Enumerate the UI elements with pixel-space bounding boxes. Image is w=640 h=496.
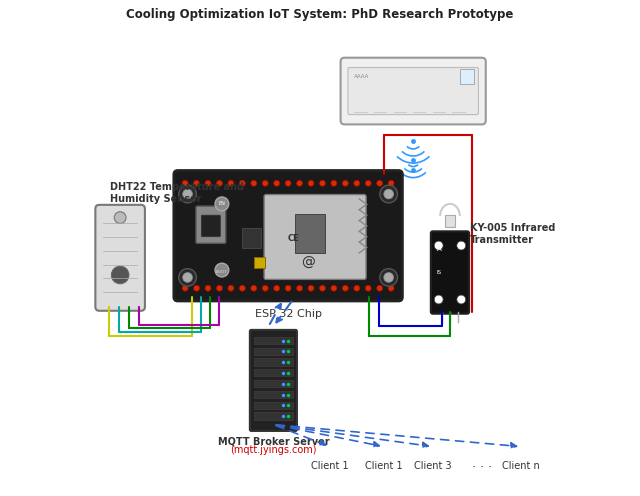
Circle shape — [296, 285, 303, 291]
Text: MQTT Broker Server: MQTT Broker Server — [218, 437, 329, 447]
Text: EN: EN — [218, 201, 225, 206]
Text: AAAA: AAAA — [355, 74, 370, 79]
Circle shape — [435, 241, 443, 250]
Circle shape — [115, 212, 126, 224]
Circle shape — [215, 263, 228, 277]
Circle shape — [182, 285, 188, 291]
Circle shape — [194, 285, 200, 291]
Text: A: A — [436, 246, 442, 251]
Circle shape — [319, 285, 325, 291]
FancyBboxPatch shape — [95, 205, 145, 311]
Circle shape — [205, 181, 211, 186]
Bar — [241, 228, 261, 248]
Text: Client 3: Client 3 — [414, 461, 452, 471]
FancyBboxPatch shape — [264, 194, 366, 279]
Circle shape — [179, 185, 196, 203]
Circle shape — [228, 181, 234, 186]
Text: Client n: Client n — [502, 461, 540, 471]
Circle shape — [239, 181, 245, 186]
Bar — [254, 380, 293, 387]
Circle shape — [319, 181, 325, 186]
Bar — [460, 69, 474, 84]
Text: IS: IS — [436, 270, 442, 275]
Circle shape — [354, 181, 360, 186]
Text: (mqtt.jyings.com): (mqtt.jyings.com) — [230, 445, 317, 455]
Circle shape — [384, 189, 394, 199]
Circle shape — [239, 285, 245, 291]
Text: @: @ — [301, 256, 315, 270]
Circle shape — [262, 181, 268, 186]
Bar — [254, 369, 293, 376]
Circle shape — [342, 285, 348, 291]
FancyBboxPatch shape — [202, 215, 220, 237]
Circle shape — [194, 181, 200, 186]
Text: CE: CE — [287, 234, 299, 243]
Circle shape — [435, 295, 443, 304]
Text: · · ·: · · · — [472, 461, 492, 474]
Bar — [254, 391, 293, 398]
Text: S: S — [436, 297, 441, 303]
FancyBboxPatch shape — [431, 231, 469, 313]
Circle shape — [377, 181, 383, 186]
Circle shape — [365, 181, 371, 186]
Circle shape — [342, 181, 348, 186]
Bar — [254, 412, 293, 420]
Circle shape — [296, 181, 303, 186]
Text: BOOT: BOOT — [216, 269, 228, 273]
Circle shape — [388, 285, 394, 291]
FancyBboxPatch shape — [348, 67, 479, 115]
Circle shape — [457, 295, 466, 304]
Circle shape — [182, 272, 193, 282]
Circle shape — [331, 181, 337, 186]
Text: DHT22 Temperature and
Humidity Sensor: DHT22 Temperature and Humidity Sensor — [110, 182, 244, 204]
FancyBboxPatch shape — [196, 206, 226, 244]
Circle shape — [380, 269, 397, 286]
Circle shape — [182, 189, 193, 199]
Circle shape — [216, 181, 223, 186]
Text: Client 1: Client 1 — [311, 461, 349, 471]
Text: Cooling Optimization IoT System: PhD Research Prototype: Cooling Optimization IoT System: PhD Res… — [126, 7, 514, 21]
Circle shape — [285, 181, 291, 186]
Bar — [254, 257, 264, 268]
Text: ESP 32 Chip: ESP 32 Chip — [255, 310, 322, 319]
Circle shape — [285, 285, 291, 291]
Circle shape — [262, 285, 268, 291]
Circle shape — [308, 181, 314, 186]
Circle shape — [251, 285, 257, 291]
FancyBboxPatch shape — [174, 171, 403, 301]
Circle shape — [179, 269, 196, 286]
Bar — [254, 358, 293, 366]
Circle shape — [331, 285, 337, 291]
Text: KY-005 Infrared
Transmitter: KY-005 Infrared Transmitter — [470, 224, 555, 245]
Circle shape — [182, 181, 188, 186]
Circle shape — [354, 285, 360, 291]
Circle shape — [205, 285, 211, 291]
Circle shape — [251, 181, 257, 186]
FancyBboxPatch shape — [250, 330, 297, 431]
Bar — [254, 337, 293, 344]
Circle shape — [388, 181, 394, 186]
Circle shape — [377, 285, 383, 291]
Circle shape — [228, 285, 234, 291]
Circle shape — [384, 272, 394, 282]
Circle shape — [380, 185, 397, 203]
Circle shape — [274, 285, 280, 291]
Text: Client 1: Client 1 — [365, 461, 403, 471]
Circle shape — [365, 285, 371, 291]
Bar — [254, 401, 293, 409]
Circle shape — [274, 181, 280, 186]
Circle shape — [215, 197, 228, 211]
Bar — [296, 214, 325, 253]
Circle shape — [457, 241, 466, 250]
Bar — [254, 348, 293, 355]
Circle shape — [111, 266, 129, 284]
Circle shape — [308, 285, 314, 291]
Bar — [445, 215, 455, 227]
FancyBboxPatch shape — [340, 58, 486, 124]
Circle shape — [216, 285, 223, 291]
